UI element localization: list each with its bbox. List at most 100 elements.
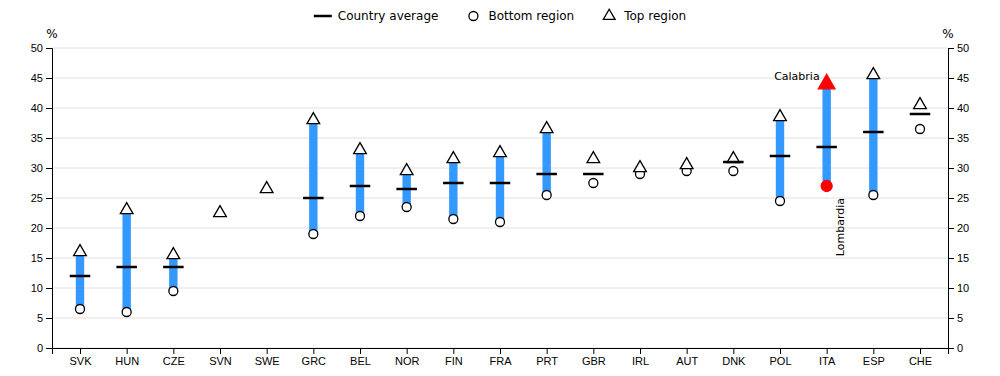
y-tick: 35 (31, 132, 52, 144)
axis-line (46, 49, 53, 349)
chart: SVKHUNCZESVNSWEGRCBELNORFINFRAPRTGBRIRLA… (0, 0, 1000, 376)
triangle-marker (214, 206, 227, 217)
tick-mark (827, 348, 828, 354)
grid-line (52, 318, 948, 319)
tick-mark (948, 348, 954, 349)
grid-line (52, 138, 948, 139)
tick-label: 5 (37, 312, 43, 324)
tick-label: 0 (37, 342, 43, 354)
bar (76, 252, 84, 309)
tick-mark (948, 78, 954, 79)
triangle-marker (120, 203, 133, 214)
tick-label: PRT (536, 355, 558, 367)
average-dash (163, 266, 184, 269)
triangle-marker (818, 74, 835, 88)
y2-tick: 25 (948, 192, 969, 204)
tick-label: GBR (582, 355, 606, 367)
tick-mark (948, 138, 954, 139)
average-dash (536, 173, 557, 176)
average-dash (396, 188, 417, 191)
tick-mark (733, 348, 734, 354)
bar (822, 84, 830, 186)
tick-mark (313, 348, 314, 354)
tick-label: 30 (957, 162, 969, 174)
tick-label: 20 (31, 222, 43, 234)
dash-series (70, 114, 931, 276)
triangle-marker (494, 146, 507, 157)
tick-label: FRA (490, 355, 513, 367)
triangle-marker (634, 161, 647, 172)
axis-line (53, 349, 949, 355)
y-tick: 50 (31, 42, 52, 54)
tick-mark (46, 318, 52, 319)
circle-marker (449, 215, 458, 224)
x-tick: CZE (163, 348, 185, 367)
x-tick: PRT (536, 348, 558, 367)
tick-label: CHE (909, 355, 932, 367)
legend-label: Country average (338, 9, 439, 23)
average-dash (863, 131, 884, 134)
y-tick: 20 (31, 222, 52, 234)
y2-tick: 0 (948, 342, 963, 354)
tick-mark (46, 348, 52, 349)
tick-mark (127, 348, 128, 354)
y2-tick: 45 (948, 72, 969, 84)
tick-label: SWE (255, 355, 280, 367)
tick-label: 40 (31, 102, 43, 114)
legend-symbol (469, 12, 478, 21)
tick-label: POL (769, 355, 791, 367)
grid-line (52, 288, 948, 289)
triangle-marker (354, 143, 367, 154)
circle-marker (122, 308, 131, 317)
triangle-marker (400, 164, 413, 175)
tick-mark (46, 228, 52, 229)
marks (70, 68, 931, 317)
tick-mark (948, 288, 954, 289)
bar (169, 255, 177, 291)
tick-label: 10 (957, 282, 969, 294)
x-tick: HUN (115, 348, 139, 367)
average-dash (70, 275, 91, 278)
tick-label: BEL (350, 355, 371, 367)
tick-label: 10 (31, 282, 43, 294)
x-tick: NOR (395, 348, 420, 367)
x-tick: CHE (909, 348, 932, 367)
tick-label: SVK (69, 355, 92, 367)
average-dash (116, 266, 137, 269)
x-tick: FRA (490, 348, 513, 367)
bar (122, 210, 130, 312)
bar (449, 159, 457, 219)
tick-label: 20 (957, 222, 969, 234)
legend-label: Bottom region (488, 9, 574, 23)
grid-line (52, 258, 948, 259)
y-tick: 30 (31, 162, 52, 174)
x-tick: DNK (722, 348, 746, 367)
x-tick: ITA (819, 348, 836, 367)
tick-mark (780, 348, 781, 354)
tick-mark (360, 348, 361, 354)
tick-label: GRC (302, 355, 327, 367)
circle-marker (76, 305, 85, 314)
tick-label: 5 (957, 312, 963, 324)
tick-mark (640, 348, 641, 354)
y-tick: 45 (31, 72, 52, 84)
y2-axis: 05101520253035404550 (948, 42, 969, 354)
x-tick: GRC (302, 348, 327, 367)
triangle-marker (540, 122, 553, 133)
triangle-marker (680, 158, 693, 169)
tick-label: 45 (957, 72, 969, 84)
triangle-marker (914, 98, 927, 109)
tick-label: 15 (31, 252, 43, 264)
y-tick: 15 (31, 252, 52, 264)
tick-mark (80, 348, 81, 354)
x-tick: AUT (676, 348, 698, 367)
tick-label: CZE (163, 355, 185, 367)
tick-label: 35 (957, 132, 969, 144)
y2-tick: 15 (948, 252, 969, 264)
tick-mark (46, 198, 52, 199)
tick-label: DNK (722, 355, 746, 367)
tick-label: NOR (395, 355, 420, 367)
x-tick: SVK (69, 348, 92, 367)
y-axis-label: % (46, 27, 57, 41)
plot: SVKHUNCZESVNSWEGRCBELNORFINFRAPRTGBRIRLA… (31, 27, 970, 367)
